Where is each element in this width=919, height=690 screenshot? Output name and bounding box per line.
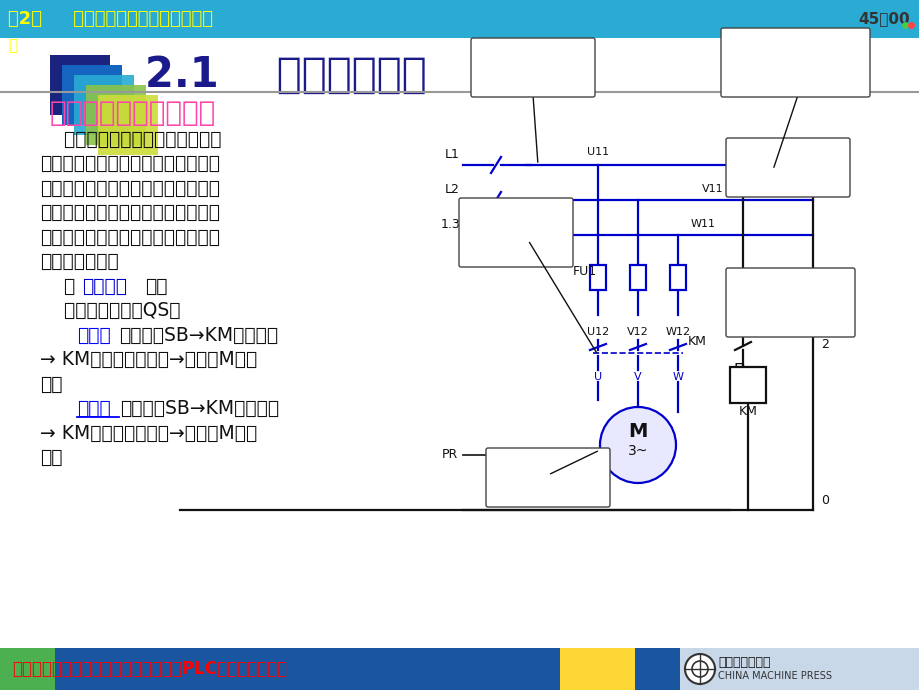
Text: 停转: 停转 — [40, 448, 62, 467]
Text: 电路如图所示。: 电路如图所示。 — [40, 252, 119, 271]
Text: PR: PR — [441, 448, 458, 462]
FancyBboxPatch shape — [485, 448, 609, 507]
Bar — [560, 648, 634, 690]
Text: QS: QS — [498, 238, 516, 251]
Text: 这种控制方法常用于电动葫芦的起重: 这种控制方法常用于电动葫芦的起重 — [40, 179, 220, 197]
Text: 1.3: 1.3 — [440, 218, 460, 231]
Text: 运转；松开按钮，电动机断电停转。: 运转；松开按钮，电动机断电停转。 — [40, 154, 220, 173]
Bar — [630, 265, 645, 290]
Text: → KM动合主触点分断→电动机M失电: → KM动合主触点分断→电动机M失电 — [40, 424, 257, 442]
Text: 中等职业教育课程改革新教材《电器及PLC控制技术与实训: 中等职业教育课程改革新教材《电器及PLC控制技术与实训 — [12, 660, 287, 678]
Circle shape — [599, 407, 675, 483]
Text: L2: L2 — [445, 183, 460, 196]
Bar — [669, 265, 686, 290]
Bar — [62, 65, 122, 125]
Text: 点动是指按下按钮，电动机通电: 点动是指按下按钮，电动机通电 — [40, 130, 221, 148]
Text: 0: 0 — [820, 493, 828, 506]
Text: 按下按钮SB→KM线圈得电: 按下按钮SB→KM线圈得电 — [119, 326, 278, 344]
Bar — [689, 648, 819, 690]
Bar — [98, 95, 158, 155]
Bar — [0, 0, 919, 38]
Bar — [589, 265, 606, 290]
Text: 松开按钮SB→KM线圈失电: 松开按钮SB→KM线圈失电 — [119, 399, 278, 418]
Text: 电动机控制和车床拖板箱快速移动电: 电动机控制和车床拖板箱快速移动电 — [40, 203, 220, 222]
Text: 为：: 为： — [145, 277, 167, 295]
Text: E: E — [732, 363, 742, 378]
Text: 路: 路 — [8, 39, 17, 54]
Bar — [760, 158, 785, 172]
Text: 2.1    单向控制电路: 2.1 单向控制电路 — [145, 54, 426, 96]
Text: FU1: FU1 — [573, 265, 596, 278]
Bar — [443, 60, 912, 535]
Text: KM: KM — [738, 405, 756, 418]
Text: FU2: FU2 — [760, 139, 784, 152]
Bar — [85, 85, 146, 145]
Text: M: M — [628, 422, 647, 441]
Bar — [819, 648, 919, 690]
Text: V12: V12 — [627, 327, 648, 337]
Text: KM: KM — [687, 335, 706, 348]
Text: 45：00: 45：00 — [857, 12, 909, 26]
Text: 动机控制。最基本的电动机点动控制: 动机控制。最基本的电动机点动控制 — [40, 228, 220, 246]
Text: 运转: 运转 — [40, 375, 62, 393]
Bar — [679, 648, 919, 690]
Text: 起动：: 起动： — [77, 326, 110, 344]
FancyBboxPatch shape — [725, 138, 849, 197]
Text: 1: 1 — [820, 159, 828, 172]
Bar — [729, 367, 766, 403]
Bar — [0, 648, 55, 690]
Text: 2: 2 — [820, 339, 828, 351]
Text: 机械工业出版社: 机械工业出版社 — [717, 656, 770, 669]
Text: V11: V11 — [701, 184, 723, 194]
Text: 先合上电源开关QS。: 先合上电源开关QS。 — [40, 301, 180, 320]
Text: → KM动合主触点闭合→电动机M起动: → KM动合主触点闭合→电动机M起动 — [40, 350, 257, 369]
Text: 停止：: 停止： — [77, 399, 110, 418]
Circle shape — [685, 654, 714, 684]
Text: W: W — [672, 372, 683, 382]
FancyBboxPatch shape — [459, 198, 573, 267]
Text: U11: U11 — [586, 147, 608, 157]
Text: SB: SB — [754, 310, 771, 323]
Bar — [74, 75, 134, 135]
Text: L1: L1 — [445, 148, 460, 161]
Bar — [55, 648, 560, 690]
FancyBboxPatch shape — [471, 38, 595, 97]
Text: U: U — [594, 372, 601, 382]
Text: V: V — [633, 372, 641, 382]
Text: 其: 其 — [40, 277, 75, 295]
FancyBboxPatch shape — [725, 268, 854, 337]
Bar — [634, 648, 689, 690]
Bar — [50, 55, 110, 115]
Text: 工作原理: 工作原理 — [82, 277, 127, 295]
Text: CHINA MACHINE PRESS: CHINA MACHINE PRESS — [717, 671, 831, 681]
Text: 一、点动正转控制电路: 一、点动正转控制电路 — [50, 99, 216, 127]
Text: U12: U12 — [586, 327, 608, 337]
Text: W11: W11 — [690, 219, 715, 229]
Text: 第2章     三相异步电动机的电气控制电: 第2章 三相异步电动机的电气控制电 — [8, 10, 213, 28]
Text: W12: W12 — [664, 327, 690, 337]
FancyBboxPatch shape — [720, 28, 869, 97]
Text: 3~: 3~ — [627, 444, 648, 458]
